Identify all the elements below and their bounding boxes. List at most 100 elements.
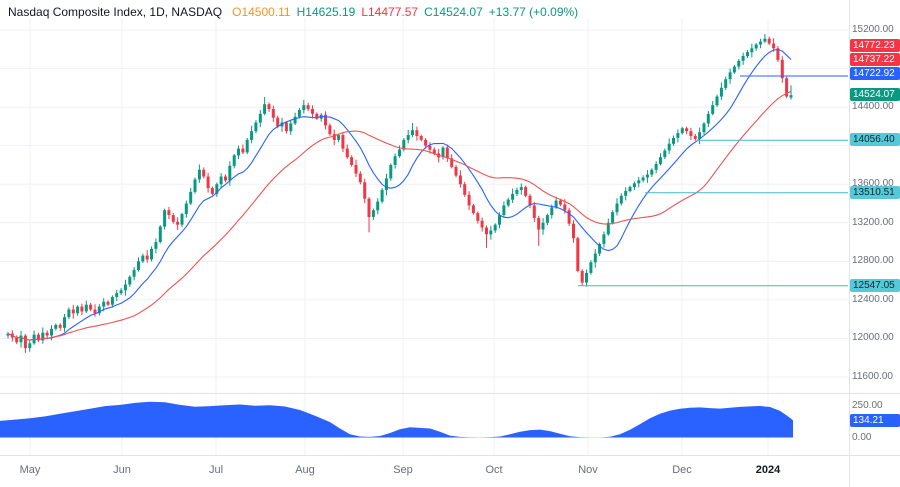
- symbol-legend[interactable]: Nasdaq Composite Index, 1D, NASDAQ O14500…: [8, 5, 578, 19]
- candle: [585, 269, 588, 287]
- time-axis-label: 2024: [755, 464, 781, 476]
- indicator-tick-label: 250.00: [852, 399, 883, 411]
- candle: [241, 144, 245, 154]
- time-axis-label: Nov: [578, 464, 598, 476]
- candle: [332, 129, 336, 146]
- candle: [567, 207, 571, 226]
- candle: [245, 138, 249, 155]
- candle: [110, 295, 114, 308]
- candle: [706, 111, 710, 128]
- candle: [337, 133, 341, 143]
- price-tick-label: 15200.00: [852, 24, 894, 35]
- candle: [689, 127, 693, 141]
- grid-layer: [0, 18, 848, 455]
- candle: [154, 238, 158, 254]
- candle: [693, 133, 697, 141]
- candle: [210, 186, 214, 196]
- candle: [515, 187, 519, 196]
- candle: [176, 217, 180, 230]
- candle: [197, 164, 201, 183]
- candle: [537, 215, 541, 246]
- candle: [354, 159, 358, 177]
- candle: [641, 175, 645, 183]
- ohlc-value: H14625.19: [296, 5, 356, 19]
- candle: [289, 120, 293, 135]
- candle: [454, 164, 458, 178]
- candle: [728, 68, 732, 84]
- candle: [84, 300, 88, 313]
- candle: [458, 170, 462, 188]
- candle: [297, 108, 301, 119]
- candle: [224, 174, 227, 183]
- time-axis-label: Jul: [208, 464, 224, 476]
- candle: [606, 218, 610, 236]
- candle: [237, 145, 240, 159]
- ohlc-values: O14500.11 H14625.19 L14477.57 C14524.07 +13.…: [226, 5, 578, 19]
- candle: [36, 332, 40, 343]
- candle: [776, 45, 780, 62]
- candle: [615, 198, 619, 216]
- candle: [15, 335, 19, 345]
- candle: [380, 187, 384, 204]
- candle: [524, 185, 528, 198]
- candle: [750, 43, 754, 58]
- candle: [754, 43, 758, 51]
- symbol-title[interactable]: Nasdaq Composite Index, 1D, NASDAQ: [8, 5, 223, 19]
- candle: [228, 161, 232, 186]
- time-axis-label: Aug: [295, 464, 315, 476]
- candle: [193, 177, 197, 194]
- candles-layer: [6, 33, 793, 353]
- candle: [645, 170, 649, 183]
- candle: [158, 225, 162, 244]
- time-axis-label: Dec: [672, 464, 692, 476]
- candle: [32, 330, 36, 345]
- price-tick-label: 12800.00: [852, 255, 894, 267]
- candle: [598, 242, 602, 256]
- candle: [115, 289, 119, 301]
- candle: [741, 52, 745, 65]
- candle: [384, 173, 388, 196]
- candle: [685, 126, 689, 135]
- candle: [123, 279, 127, 296]
- candle: [171, 212, 175, 224]
- candle: [163, 208, 167, 230]
- candle: [680, 126, 684, 135]
- candle: [219, 173, 223, 189]
- candle: [763, 33, 767, 44]
- candle: [402, 138, 406, 152]
- candle: [589, 260, 593, 275]
- candle: [250, 125, 254, 144]
- candle: [532, 202, 536, 222]
- candle: [93, 304, 97, 317]
- price-scale[interactable]: 15200.00 14400.00 13600.00 13200.00 12800.00…: [849, 0, 900, 487]
- candle: [702, 122, 706, 135]
- candle: [628, 185, 632, 193]
- candle: [202, 167, 206, 179]
- candle: [19, 330, 23, 348]
- ohlc-value: O14500.11: [232, 5, 291, 19]
- candle: [724, 76, 728, 90]
- time-axis-label: May: [19, 464, 41, 476]
- candle: [737, 59, 741, 70]
- price-badge: 13510.51: [850, 186, 900, 199]
- candle: [611, 210, 615, 225]
- candle: [732, 65, 736, 74]
- candle: [63, 313, 66, 332]
- candle: [415, 126, 419, 141]
- price-badge: 14524.07: [850, 88, 900, 101]
- candle: [371, 208, 375, 220]
- candle: [350, 155, 354, 167]
- candle: [485, 225, 488, 248]
- candle: [489, 225, 493, 240]
- candle: [137, 257, 140, 272]
- time-axis[interactable]: May Jun Jul Aug Sep Oct Nov Dec 2024: [0, 456, 849, 487]
- candle: [719, 82, 723, 100]
- candle: [506, 197, 510, 208]
- candle: [345, 144, 349, 159]
- candle: [698, 127, 702, 145]
- candle: [206, 172, 210, 193]
- candle: [150, 246, 153, 262]
- candle: [363, 178, 367, 204]
